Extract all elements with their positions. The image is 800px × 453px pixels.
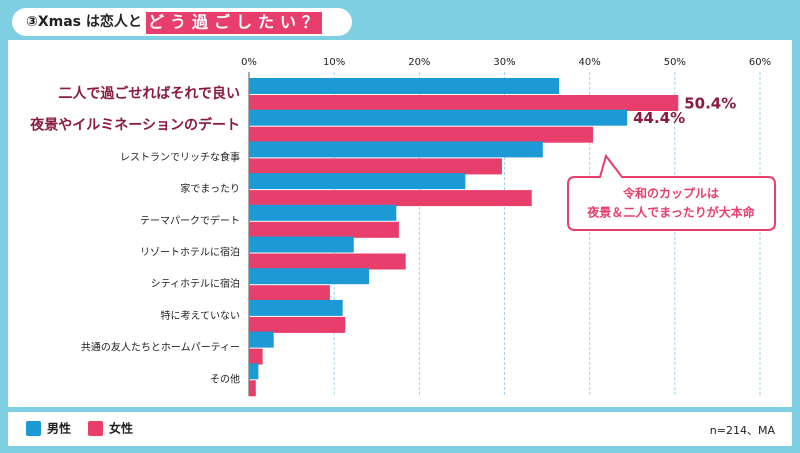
bar: [249, 141, 543, 158]
bar: [249, 126, 594, 143]
y-tick-label: シティホテルに宿泊: [151, 277, 240, 290]
y-tick-label: 共通の友人たちとホームパーティー: [81, 341, 240, 354]
title-char-box: [300, 12, 323, 34]
y-tick-label: 夜景やイルミネーションのデート: [29, 117, 240, 134]
bar: [249, 204, 397, 221]
y-tick-label: リゾートホテルに宿泊: [140, 246, 240, 259]
x-tick-label: 40%: [579, 57, 601, 68]
bar: [249, 78, 560, 94]
title-char-box: [278, 12, 301, 34]
title-char-box: [234, 12, 257, 34]
bar: [249, 95, 679, 111]
bar: [249, 158, 502, 175]
legend-panel: [8, 412, 792, 446]
bar: [249, 299, 343, 316]
bar: [249, 173, 466, 190]
legend-swatch: [26, 421, 41, 436]
bar: [249, 190, 532, 207]
x-tick-label: 30%: [493, 57, 515, 68]
legend-label: 男性: [47, 421, 71, 436]
y-tick-label: 特に考えていない: [161, 310, 241, 322]
value-label: 50.4%: [684, 95, 736, 113]
x-tick-label: 20%: [408, 57, 430, 68]
title-char-box: [190, 12, 213, 34]
bar: [249, 253, 406, 270]
title-char-box: [256, 12, 279, 34]
annotation: 夜景＆二人でまったりが大本命: [586, 205, 756, 220]
chart-title-highlight: どう過ごしたい？: [148, 13, 324, 32]
y-tick-label: その他: [210, 372, 240, 385]
bar: [249, 109, 628, 126]
title-char-box: [146, 12, 169, 34]
note: n=214、MA: [710, 424, 776, 437]
y-tick-label: 二人で過ごせればそれで良い: [58, 85, 240, 102]
bar: [249, 363, 259, 380]
x-tick-label: 0%: [241, 57, 257, 68]
bar: [249, 331, 274, 348]
legend-label: 女性: [109, 421, 133, 436]
legend-swatch: [88, 421, 103, 436]
bar: [249, 221, 399, 238]
annotation: 令和のカップルは: [622, 186, 719, 201]
value-label: 44.4%: [633, 109, 685, 127]
x-tick-label: 10%: [323, 57, 345, 68]
bar: [249, 268, 370, 285]
y-tick-label: 家でまったり: [180, 182, 240, 195]
chart-title: ③Xmas は恋人と: [26, 13, 142, 30]
bar: [249, 380, 256, 397]
title-char-box: [168, 12, 191, 34]
x-tick-label: 60%: [749, 57, 771, 68]
bar: [249, 348, 263, 365]
annotation-box: [567, 153, 776, 231]
title-char-box: [212, 12, 235, 34]
y-tick-label: レストランでリッチな食事: [120, 150, 240, 163]
bar: [249, 316, 346, 333]
y-tick-label: テーマパークでデート: [140, 214, 240, 227]
x-tick-label: 50%: [664, 57, 686, 68]
bar: [249, 285, 330, 302]
bar: [249, 236, 354, 253]
